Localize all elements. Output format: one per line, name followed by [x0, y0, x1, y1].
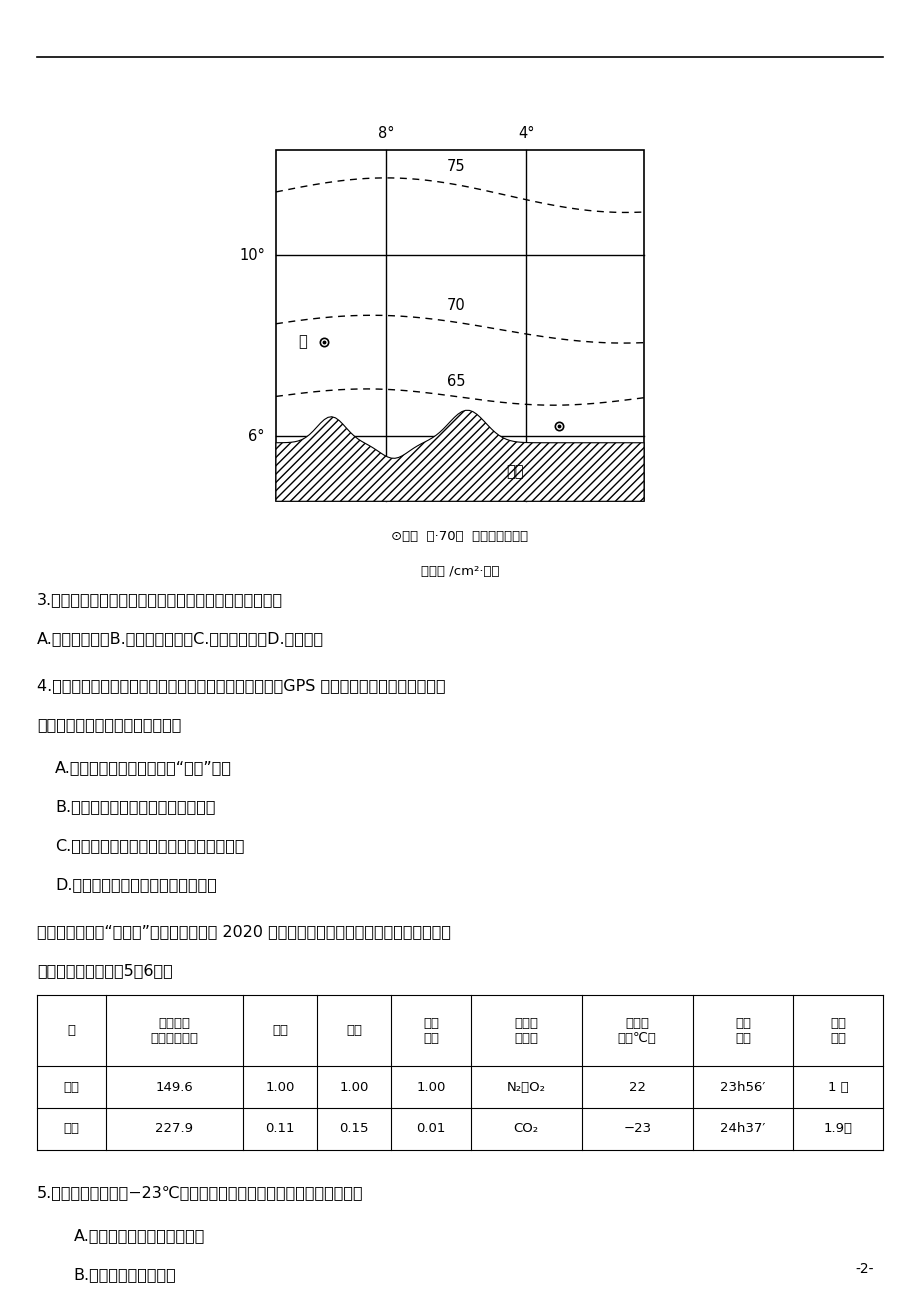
- Text: 4.某光伏企业派往图中甲城考察的小王发现，自己携带的GPS 信号机受到太阳活动影响出现: 4.某光伏企业派往图中甲城考察的小王发现，自己携带的GPS 信号机受到太阳活动影…: [37, 678, 445, 694]
- Text: −23: −23: [622, 1122, 651, 1135]
- Text: 1.00: 1.00: [415, 1081, 445, 1094]
- Text: 体积: 体积: [346, 1025, 362, 1036]
- Text: CO₂: CO₂: [513, 1122, 539, 1135]
- Text: 5.火星表面的均温为−23℃，低于地球表面均温，主要原因是（　　）: 5.火星表面的均温为−23℃，低于地球表面均温，主要原因是（ ）: [37, 1185, 363, 1200]
- Text: 与日距离
（百万千米）: 与日距离 （百万千米）: [150, 1017, 199, 1044]
- Text: 我国预计在“十三五”规划的末年，即 2020 年左右发射一飑火星探测卫星。读地球和火: 我国预计在“十三五”规划的末年，即 2020 年左右发射一飑火星探测卫星。读地球…: [37, 924, 450, 940]
- Text: 1.00: 1.00: [339, 1081, 369, 1094]
- Text: 公转
周期: 公转 周期: [829, 1017, 845, 1044]
- Text: 故障，对此合理的解释是（　　）: 故障，对此合理的解释是（ ）: [37, 717, 181, 733]
- Text: 海洋: 海洋: [505, 465, 524, 479]
- Text: 甲: 甲: [298, 335, 307, 350]
- Text: 24h37′: 24h37′: [720, 1122, 765, 1135]
- Text: 星资料对照表，回答5～6题。: 星资料对照表，回答5～6题。: [37, 963, 173, 979]
- Polygon shape: [276, 410, 643, 501]
- Text: 火星: 火星: [63, 1122, 79, 1135]
- Text: 1 年: 1 年: [827, 1081, 847, 1094]
- Text: D.太阳诬射急剧增强使无线电波消失: D.太阳诬射急剧增强使无线电波消失: [55, 878, 217, 893]
- Text: 75: 75: [447, 159, 465, 174]
- Text: 大气
密度: 大气 密度: [423, 1017, 438, 1044]
- Text: 大气主
要成分: 大气主 要成分: [514, 1017, 538, 1044]
- Text: 65: 65: [447, 374, 465, 389]
- Text: 22: 22: [628, 1081, 645, 1094]
- Text: 质量: 质量: [272, 1025, 288, 1036]
- Text: C.耀班发出的强诬射使信号机内部电路中断: C.耀班发出的强诬射使信号机内部电路中断: [55, 838, 244, 854]
- Text: 0.01: 0.01: [415, 1122, 445, 1135]
- Text: 70: 70: [447, 298, 465, 314]
- Text: 0.11: 0.11: [265, 1122, 295, 1135]
- Text: -2-: -2-: [855, 1262, 873, 1276]
- Text: （千卡 /cm²·年）: （千卡 /cm²·年）: [420, 565, 499, 578]
- Text: 表面均
温（℃）: 表面均 温（℃）: [617, 1017, 656, 1044]
- Text: 3.影响该地区年等太阳诬射量分布的主要因素是（　　）: 3.影响该地区年等太阳诬射量分布的主要因素是（ ）: [37, 592, 283, 608]
- Text: A.太阳黑子使地球磁场发生“磁暴”现象: A.太阳黑子使地球磁场发生“磁暴”现象: [55, 760, 232, 776]
- Text: 4°: 4°: [517, 125, 534, 141]
- Text: ⊙城市  －·70－  年等太阳诬射量: ⊙城市 －·70－ 年等太阳诬射量: [391, 530, 528, 543]
- Text: 地球: 地球: [63, 1081, 79, 1094]
- Text: 6°: 6°: [248, 428, 265, 444]
- Text: 149.6: 149.6: [155, 1081, 193, 1094]
- Text: 23h56′: 23h56′: [720, 1081, 765, 1094]
- Text: A.纬度高低　　B.太阳高度　　　C.地形地势　　D.天气气候: A.纬度高低 B.太阳高度 C.地形地势 D.天气气候: [37, 631, 323, 647]
- Text: 1.9年: 1.9年: [823, 1122, 852, 1135]
- Text: 10°: 10°: [239, 247, 265, 263]
- Text: 8°: 8°: [378, 125, 394, 141]
- Text: 227.9: 227.9: [155, 1122, 193, 1135]
- Text: N₂、O₂: N₂、O₂: [506, 1081, 545, 1094]
- Text: 1.00: 1.00: [266, 1081, 294, 1094]
- Bar: [276, 150, 643, 501]
- Text: B.太阳风对地球电离层造成严重干扰: B.太阳风对地球电离层造成严重干扰: [55, 799, 215, 815]
- Text: 自转
周期: 自转 周期: [734, 1017, 750, 1044]
- Text: A.与太阳的平均距离比地球远: A.与太阳的平均距离比地球远: [74, 1228, 205, 1243]
- Text: B.质量和体积比地球小: B.质量和体积比地球小: [74, 1267, 176, 1282]
- Text: 0.15: 0.15: [339, 1122, 369, 1135]
